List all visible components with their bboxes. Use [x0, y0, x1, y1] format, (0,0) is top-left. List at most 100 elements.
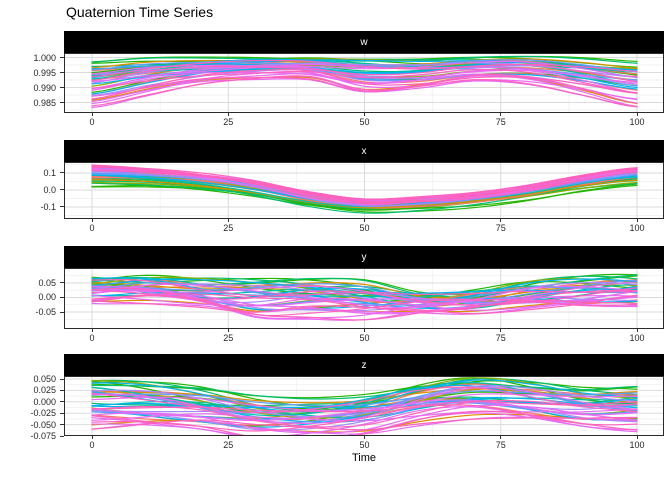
- x-tick-mark: [91, 113, 93, 116]
- y-tick-label: 0.985: [33, 97, 56, 108]
- x-tick-label: 0: [89, 333, 95, 343]
- x-tick-mark: [227, 329, 229, 332]
- x-tick-label: 75: [495, 333, 506, 343]
- y-tick-mark: [60, 57, 64, 58]
- x-tick-mark: [364, 113, 365, 116]
- series-line: [91, 60, 638, 78]
- series-line: [91, 295, 638, 321]
- y-tick-label: -0.05: [35, 307, 56, 317]
- series-line: [91, 68, 638, 100]
- x-tick-mark: [636, 219, 638, 222]
- y-tick-label: 0.995: [33, 67, 56, 78]
- x-tick-label: 75: [495, 223, 506, 233]
- y-tick-mark: [60, 87, 64, 88]
- panel-border: [64, 53, 664, 113]
- series-line: [91, 416, 638, 431]
- x-tick-label: 50: [359, 440, 370, 450]
- series-line: [91, 290, 638, 311]
- facet-strip: w: [64, 31, 664, 53]
- series-line: [91, 386, 638, 425]
- series-line: [91, 399, 638, 428]
- x-tick-label: 25: [223, 117, 234, 127]
- y-tick-label: 0.000: [33, 396, 56, 407]
- x-tick-mark: [227, 436, 229, 439]
- x-tick-mark: [227, 219, 229, 222]
- x-tick-label: 0: [89, 223, 95, 233]
- facet-panel: [64, 376, 664, 436]
- x-tick-mark: [364, 219, 365, 222]
- x-tick-label: 75: [495, 440, 506, 450]
- x-tick-label: 100: [629, 223, 645, 233]
- facet-panel: [64, 162, 664, 219]
- x-tick-mark: [227, 113, 229, 116]
- y-tick-mark: [60, 206, 64, 208]
- x-tick-mark: [636, 436, 638, 439]
- x-tick-mark: [500, 329, 502, 332]
- y-tick-label: 0.00: [38, 292, 56, 303]
- facet-strip-label: x: [361, 145, 367, 157]
- x-tick-mark: [364, 436, 365, 439]
- x-tick-mark: [91, 329, 93, 332]
- series-line: [91, 412, 638, 436]
- series-line: [91, 169, 638, 201]
- series-line: [91, 382, 638, 399]
- facet-strip-label: y: [361, 251, 367, 263]
- panel-border: [64, 376, 664, 436]
- facet-strip: z: [64, 354, 664, 376]
- y-tick-label: -0.025: [30, 408, 56, 419]
- y-tick-mark: [60, 401, 64, 403]
- facet-panel: [64, 268, 664, 329]
- series-line: [91, 289, 638, 312]
- x-axis-title: Time: [351, 452, 377, 464]
- panel-border: [64, 162, 664, 219]
- y-tick-mark: [60, 189, 64, 191]
- series-line: [91, 164, 638, 203]
- x-tick-label: 100: [629, 440, 645, 450]
- y-tick-mark: [60, 412, 64, 414]
- y-tick-mark: [60, 172, 64, 174]
- facet-strip-label: w: [360, 36, 368, 48]
- series-line: [91, 68, 638, 94]
- y-tick-mark: [60, 282, 64, 284]
- x-tick-label: 25: [223, 333, 234, 343]
- series-line: [91, 393, 638, 412]
- series-line: [91, 379, 638, 413]
- series-line: [91, 67, 638, 95]
- series-line: [91, 281, 638, 306]
- series-line: [91, 178, 638, 209]
- y-tick-mark: [60, 378, 64, 380]
- x-tick-label: 50: [359, 117, 370, 127]
- y-tick-label: 0.025: [33, 385, 56, 396]
- x-tick-mark: [636, 329, 638, 332]
- series-line: [91, 73, 638, 101]
- series-line: [91, 75, 638, 108]
- y-tick-mark: [60, 424, 64, 426]
- series-line: [91, 384, 638, 418]
- series-line: [91, 65, 638, 90]
- facet-strip-label: z: [361, 359, 367, 371]
- chart-title: Quaternion Time Series: [66, 4, 214, 20]
- y-tick-label: -0.075: [30, 431, 56, 441]
- series-line: [91, 294, 638, 315]
- facet-strip: x: [64, 140, 664, 162]
- facet-panel: [64, 53, 664, 113]
- x-tick-label: 75: [495, 117, 506, 127]
- x-tick-label: 100: [629, 333, 645, 343]
- x-tick-label: 0: [89, 440, 95, 450]
- series-line: [91, 410, 638, 436]
- series-line: [91, 73, 638, 104]
- y-tick-label: -0.050: [30, 419, 56, 430]
- x-tick-label: 50: [359, 333, 370, 343]
- x-tick-mark: [500, 436, 502, 439]
- y-tick-label: 0.0: [43, 184, 56, 195]
- y-tick-label: 1.000: [33, 52, 56, 63]
- y-tick-mark: [60, 389, 64, 391]
- series-line: [91, 71, 638, 105]
- y-tick-label: -0.1: [40, 201, 56, 212]
- y-tick-label: 0.990: [33, 82, 56, 93]
- series-line: [91, 386, 638, 414]
- series-line: [91, 287, 638, 317]
- series-line: [91, 59, 638, 78]
- series-line: [91, 278, 638, 300]
